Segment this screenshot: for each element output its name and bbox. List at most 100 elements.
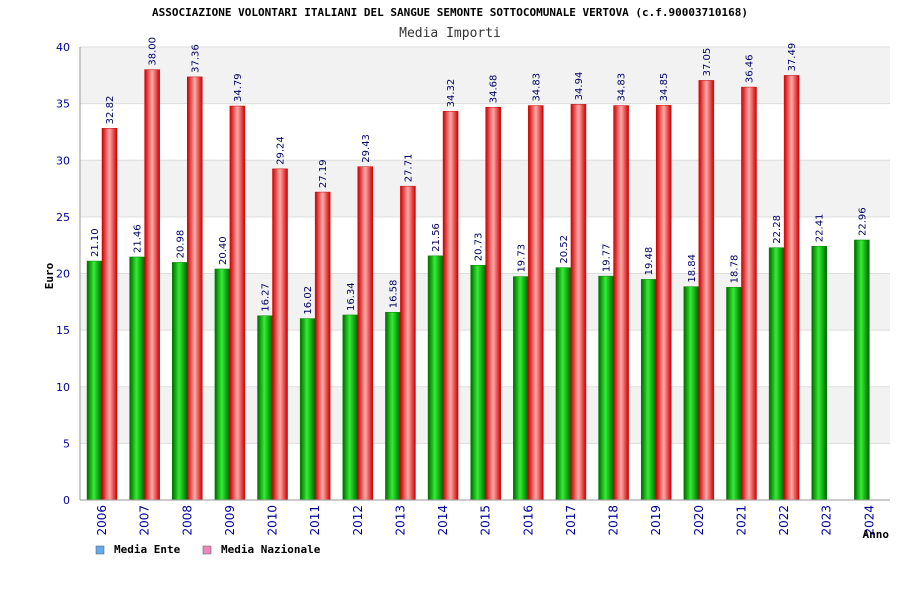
data-label: 19.77 (602, 243, 613, 272)
data-label: 34.32 (446, 79, 457, 108)
data-label: 34.94 (574, 72, 585, 101)
data-label: 22.96 (857, 207, 868, 236)
bar-media-ente (726, 287, 742, 501)
data-label: 34.83 (531, 73, 542, 102)
bar-media-nazionale (400, 185, 416, 501)
y-tick-label: 40 (56, 41, 70, 54)
data-label: 37.36 (190, 44, 201, 73)
bar-media-nazionale (570, 104, 587, 501)
data-label: 18.84 (687, 254, 698, 283)
data-label: 38.00 (148, 37, 159, 66)
bar-media-ente (854, 239, 870, 501)
bar-media-nazionale (187, 76, 203, 501)
legend-label-media-ente: Media Ente (114, 543, 181, 556)
x-tick-label: 2013 (393, 505, 407, 536)
data-label: 22.28 (772, 215, 783, 244)
data-label: 37.05 (702, 48, 713, 77)
data-label: 16.34 (346, 282, 357, 311)
chart-title: ASSOCIAZIONE VOLONTARI ITALIANI DEL SANG… (152, 6, 748, 19)
x-tick-label: 2014 (436, 505, 450, 536)
bar-media-ente (811, 245, 827, 501)
data-label: 16.27 (261, 283, 272, 312)
x-tick-label: 2017 (564, 505, 578, 536)
bar-media-ente (385, 311, 401, 501)
bar-media-ente (86, 260, 103, 501)
y-tick-label: 35 (56, 98, 70, 111)
data-label: 21.10 (90, 228, 101, 257)
x-tick-label: 2008 (180, 505, 194, 536)
data-label: 20.40 (218, 236, 229, 265)
x-tick-label: 2012 (351, 505, 365, 536)
legend-swatch-media-nazionale (202, 545, 212, 555)
bar-media-nazionale (741, 86, 757, 501)
x-tick-label: 2022 (777, 505, 791, 536)
bar-media-nazionale (485, 106, 501, 501)
bar-media-ente (555, 267, 572, 501)
bar-media-ente (768, 247, 785, 501)
x-tick-label: 2021 (734, 505, 748, 536)
bar-media-ente (257, 315, 273, 501)
legend: Media Ente Media Nazionale (95, 543, 321, 556)
data-label: 27.71 (403, 154, 414, 183)
x-tick-label: 2010 (266, 505, 280, 536)
bar-media-nazionale (655, 105, 672, 501)
data-label: 34.83 (617, 73, 628, 102)
legend-label-media-nazionale: Media Nazionale (221, 543, 321, 556)
y-axis-ticks: 0 5 10 15 20 25 30 35 40 (56, 41, 70, 507)
bar-media-nazionale (144, 69, 160, 501)
chart-subtitle: Media Importi (399, 26, 501, 41)
data-label: 18.78 (729, 255, 740, 284)
bar-media-nazionale (272, 168, 288, 501)
data-label: 20.73 (474, 233, 485, 262)
bar-media-nazionale (698, 80, 715, 501)
data-label: 16.02 (303, 286, 314, 315)
data-label: 29.24 (276, 136, 287, 165)
x-axis-label: Anno (863, 528, 890, 541)
x-tick-label: 2011 (308, 505, 322, 536)
x-tick-label: 2009 (223, 505, 237, 536)
y-tick-label: 25 (56, 211, 70, 224)
x-tick-label: 2018 (607, 505, 621, 536)
data-label: 37.49 (787, 43, 798, 72)
bar-media-ente (172, 262, 188, 501)
x-tick-label: 2016 (521, 505, 535, 536)
data-label: 20.52 (559, 235, 570, 264)
data-label: 34.68 (489, 75, 500, 104)
bar-media-ente (427, 255, 444, 501)
bar-media-ente (299, 318, 316, 501)
bar-media-nazionale (783, 75, 800, 501)
y-tick-label: 5 (63, 437, 70, 450)
bar-media-ente (214, 268, 231, 501)
y-axis-label: Euro (43, 262, 56, 289)
y-tick-label: 30 (56, 154, 70, 167)
bar-media-nazionale (101, 128, 118, 501)
bar-media-ente (513, 276, 529, 501)
x-tick-label: 2006 (95, 505, 109, 536)
x-tick-label: 2019 (649, 505, 663, 536)
bar-media-nazionale (613, 105, 629, 501)
bar-media-ente (683, 286, 700, 501)
bar-media-ente (640, 279, 657, 501)
bar-media-nazionale (229, 105, 246, 501)
bar-media-nazionale (442, 111, 459, 501)
bar-media-nazionale (314, 191, 331, 501)
x-tick-label: 2015 (479, 505, 493, 536)
data-label: 21.46 (133, 224, 144, 253)
bar-media-ente (470, 264, 486, 501)
bar-media-ente (598, 275, 614, 501)
data-label: 29.43 (361, 134, 372, 163)
x-tick-label: 2020 (692, 505, 706, 536)
data-label: 34.85 (659, 73, 670, 102)
x-axis-ticks: 2006 2007 2008 2009 2010 2011 2012 2013 2014 2015… (95, 505, 876, 536)
data-label: 19.48 (644, 247, 655, 276)
data-label: 16.58 (388, 280, 399, 309)
bar-media-ente (129, 256, 145, 501)
data-label: 22.41 (815, 214, 826, 243)
data-label: 34.79 (233, 73, 244, 102)
data-label: 19.73 (516, 244, 527, 273)
x-tick-label: 2007 (138, 505, 152, 536)
y-tick-label: 10 (56, 381, 70, 394)
bar-media-ente (342, 314, 359, 501)
legend-swatch-media-ente (95, 545, 105, 555)
